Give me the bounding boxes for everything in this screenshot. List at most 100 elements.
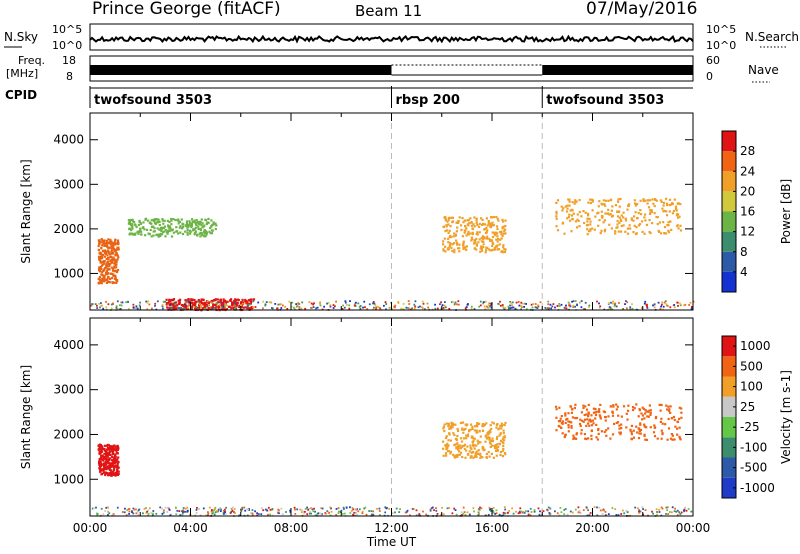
echo-cell bbox=[555, 408, 558, 411]
echo-cell bbox=[198, 306, 201, 309]
echo-cell bbox=[469, 428, 472, 431]
echo-cell bbox=[630, 424, 633, 427]
echo-cell bbox=[104, 279, 107, 282]
echo-cell bbox=[600, 210, 603, 213]
echo-cell bbox=[313, 507, 315, 510]
echo-cell bbox=[430, 507, 433, 510]
echo-cell bbox=[520, 305, 523, 308]
echo-cell bbox=[329, 506, 332, 509]
echo-cell bbox=[620, 513, 623, 515]
echo-cell bbox=[335, 508, 338, 510]
echo-cell bbox=[491, 244, 494, 247]
echo-cell bbox=[332, 307, 335, 309]
echo-cell bbox=[201, 226, 204, 229]
echo-cell bbox=[324, 512, 327, 515]
echo-cell bbox=[202, 303, 205, 306]
echo-cell bbox=[204, 304, 207, 307]
echo-cell bbox=[270, 301, 273, 304]
echo-cell bbox=[448, 245, 451, 248]
colorbar-tick-label-0: 4 bbox=[740, 265, 748, 279]
echo-cell bbox=[685, 509, 688, 512]
echo-cell bbox=[193, 233, 196, 236]
echo-cell bbox=[293, 506, 296, 509]
echo-cell bbox=[677, 227, 680, 230]
echo-cell bbox=[496, 449, 499, 452]
echo-cell bbox=[465, 434, 468, 437]
echo-cell bbox=[565, 307, 568, 310]
echo-cell bbox=[280, 303, 282, 306]
echo-cell bbox=[563, 513, 566, 516]
echo-cell bbox=[644, 409, 647, 412]
echo-cell bbox=[107, 448, 110, 451]
echo-cell bbox=[596, 514, 599, 517]
echo-cell bbox=[214, 222, 217, 225]
echo-cell bbox=[565, 418, 568, 421]
echo-cell bbox=[113, 467, 116, 470]
echo-cell bbox=[638, 432, 641, 435]
echo-cell bbox=[460, 228, 463, 232]
echo-cell bbox=[107, 510, 110, 513]
echo-cell bbox=[207, 304, 210, 306]
echo-cell bbox=[100, 238, 103, 241]
echo-cell bbox=[211, 306, 214, 309]
echo-cell bbox=[630, 218, 633, 221]
echo-cell bbox=[195, 224, 198, 227]
echo-cell bbox=[508, 510, 511, 512]
echo-cell bbox=[669, 405, 672, 408]
echo-cell bbox=[501, 449, 504, 452]
echo-cell bbox=[105, 463, 108, 466]
echo-cell bbox=[251, 509, 254, 511]
echo-cell bbox=[376, 305, 379, 308]
echo-cell bbox=[344, 301, 347, 304]
echo-cell bbox=[191, 218, 194, 221]
echo-region-2 bbox=[127, 217, 218, 238]
echo-cell bbox=[461, 456, 464, 459]
echo-cell bbox=[453, 507, 456, 510]
echo-cell bbox=[664, 300, 667, 303]
echo-cell bbox=[473, 225, 476, 228]
echo-cell bbox=[182, 511, 185, 513]
echo-cell bbox=[659, 199, 662, 202]
echo-cell bbox=[343, 512, 346, 515]
echo-cell bbox=[444, 444, 447, 447]
echo-cell bbox=[219, 304, 221, 307]
echo-cell bbox=[187, 306, 189, 309]
echo-cell bbox=[574, 300, 577, 302]
echo-cell bbox=[483, 301, 486, 303]
echo-cell bbox=[466, 511, 469, 514]
echo-cell bbox=[652, 431, 656, 434]
echo-cell bbox=[100, 450, 103, 453]
echo-cell bbox=[557, 420, 561, 423]
echo-cell bbox=[478, 305, 480, 308]
echo-cell bbox=[583, 221, 586, 225]
echo-cell bbox=[665, 232, 668, 235]
echo-cell bbox=[447, 223, 450, 226]
echo-cell bbox=[638, 429, 641, 432]
echo-cell bbox=[475, 244, 478, 247]
echo-cell bbox=[104, 473, 107, 477]
echo-cell bbox=[479, 304, 482, 307]
echo-cell bbox=[100, 281, 103, 284]
echo-cell bbox=[104, 273, 108, 276]
echo-cell bbox=[105, 306, 108, 309]
echo-cell bbox=[131, 226, 134, 230]
echo-cell bbox=[662, 221, 665, 224]
echo-cell bbox=[596, 506, 598, 509]
echo-cell bbox=[668, 409, 671, 413]
echo-cell bbox=[164, 506, 167, 509]
echo-cell bbox=[169, 514, 172, 517]
echo-cell bbox=[174, 219, 177, 222]
echo-cell bbox=[177, 219, 180, 222]
echo-cell bbox=[157, 218, 160, 221]
echo-cell bbox=[589, 201, 592, 205]
echo-cell bbox=[211, 512, 214, 515]
echo-cell bbox=[503, 435, 506, 438]
echo-cell bbox=[483, 237, 486, 240]
echo-cell bbox=[492, 422, 495, 425]
echo-cell bbox=[233, 299, 236, 302]
echo-cell bbox=[497, 219, 500, 222]
echo-cell bbox=[453, 232, 456, 235]
echo-cell bbox=[525, 308, 528, 311]
echo-cell bbox=[649, 412, 652, 415]
echo-cell bbox=[658, 221, 661, 224]
